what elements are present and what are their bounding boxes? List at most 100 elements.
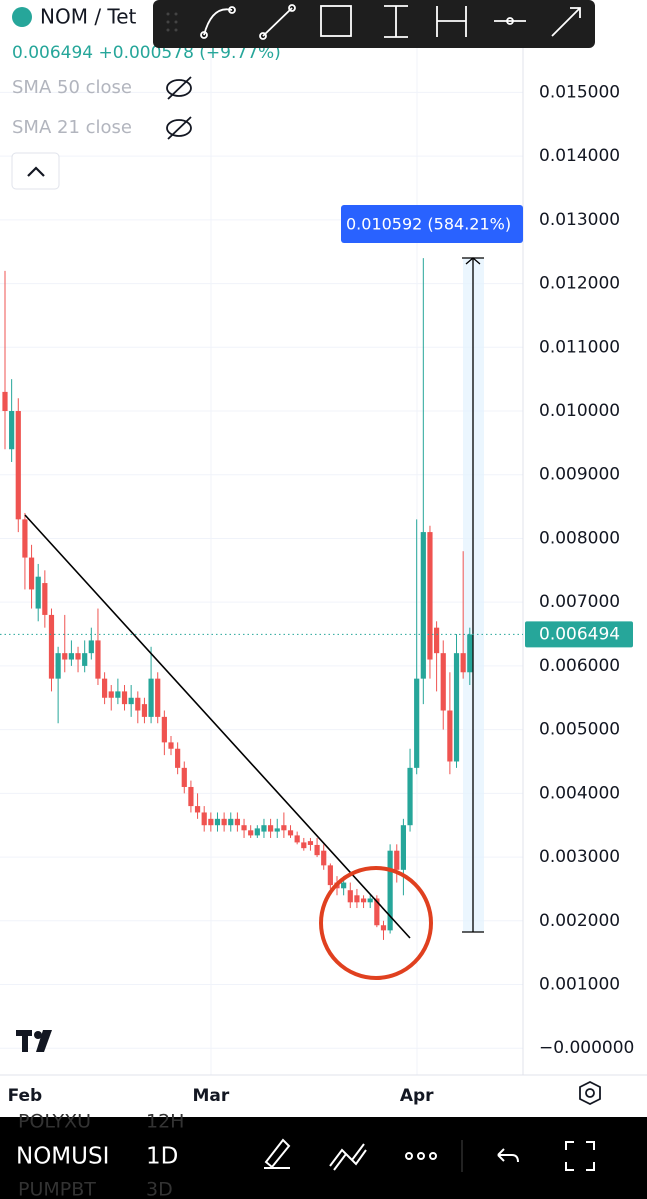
- y-tick-label: 0.008000: [539, 528, 620, 548]
- candle-body: [414, 678, 420, 768]
- candle-body: [420, 532, 426, 679]
- measure-label-box: [341, 205, 523, 243]
- candle-body: [367, 898, 373, 903]
- y-tick-label: 0.014000: [539, 146, 620, 166]
- y-tick-label: −0.000000: [539, 1038, 634, 1058]
- candle-body: [55, 653, 61, 679]
- candle-body: [360, 898, 367, 903]
- candles: [2, 258, 473, 940]
- candle-body: [261, 825, 267, 832]
- candle-body: [427, 532, 433, 660]
- watch-symbol: POLYXU: [18, 1111, 91, 1133]
- candle-body: [35, 576, 41, 609]
- y-tick-label: 0.010000: [539, 401, 620, 421]
- candle-body: [281, 825, 287, 831]
- candle-body: [327, 865, 333, 886]
- candle-body: [48, 614, 55, 679]
- hide-icons: [166, 76, 192, 140]
- y-tick-label: 0.002000: [539, 911, 620, 931]
- candle-body: [453, 653, 460, 762]
- candle-body: [208, 818, 214, 826]
- candle-body: [307, 841, 314, 845]
- y-tick-label: 0.009000: [539, 465, 620, 485]
- candle-body: [88, 640, 94, 654]
- settings-icon[interactable]: [579, 1080, 601, 1106]
- indicator: SMA 21 close: [12, 117, 132, 138]
- candle-body: [188, 786, 194, 807]
- candle-body: [341, 882, 347, 889]
- candle-body: [234, 818, 240, 826]
- candle-body: [95, 640, 101, 679]
- y-tick-label: 0.015000: [539, 82, 620, 102]
- symbol: NOM / Tet: [40, 5, 137, 29]
- candle-body: [387, 850, 393, 931]
- watch-interval: 3D: [146, 1179, 173, 1199]
- collapse-button[interactable]: [11, 152, 60, 190]
- candle-body: [155, 678, 161, 717]
- candle-body: [194, 806, 201, 813]
- highlight-circle: [319, 866, 433, 980]
- watch-symbol: PUMPBT: [18, 1179, 96, 1199]
- candle-body: [287, 830, 294, 836]
- candle-body: [294, 835, 300, 843]
- candle-body: [274, 828, 280, 832]
- candle-body: [314, 844, 320, 856]
- candle-body: [161, 716, 167, 743]
- y-tick-label: 0.011000: [539, 337, 620, 357]
- candle-body: [181, 767, 187, 787]
- candle-body: [354, 895, 360, 903]
- candle-body: [28, 557, 35, 590]
- settings-icon-dot: [585, 1088, 595, 1098]
- candle-body: [254, 828, 260, 836]
- candle-body: [75, 653, 81, 660]
- candle-body: [380, 925, 387, 931]
- y-tick-label: 0.006000: [539, 656, 620, 676]
- candle-body: [241, 825, 247, 831]
- candle-body: [460, 653, 466, 673]
- drawing-toolbar: [153, 0, 595, 48]
- candle-body: [9, 411, 15, 450]
- candle-body: [115, 691, 121, 698]
- candle-body: [434, 627, 440, 654]
- candle-body: [22, 519, 28, 558]
- candle-body: [168, 742, 174, 749]
- x-tick-label: Feb: [8, 1086, 43, 1106]
- last-price-box: [525, 621, 633, 648]
- candle-body: [128, 697, 134, 705]
- candle-body: [268, 825, 274, 832]
- bottom-symbol[interactable]: NOMUSI: [16, 1144, 109, 1170]
- bottom-interval[interactable]: 1D: [146, 1144, 178, 1170]
- candle-body: [2, 391, 8, 412]
- candle-body: [221, 818, 227, 826]
- last-price-label: 0.006494: [539, 624, 620, 644]
- candle-body: [301, 842, 307, 849]
- candle-body: [175, 748, 181, 768]
- candle-body: [374, 898, 380, 926]
- candle-body: [42, 583, 48, 615]
- measure-label: 0.010592 (584.21%): [346, 215, 511, 234]
- candle-body: [108, 691, 114, 698]
- candle-body: [148, 678, 154, 717]
- candle-body: [201, 812, 207, 826]
- bottom-icons[interactable]: [264, 1138, 595, 1171]
- trend-line: [24, 514, 411, 939]
- chevron: [27, 166, 45, 177]
- y-tick-label: 0.005000: [539, 720, 620, 740]
- candle-body: [228, 818, 234, 826]
- y-tick-label: 0.004000: [539, 783, 620, 803]
- y-tick-label: 0.013000: [539, 210, 620, 230]
- candle-body: [447, 710, 453, 762]
- grip: [166, 12, 178, 32]
- y-tick-label: 0.003000: [539, 847, 620, 867]
- watch-interval: 12H: [146, 1111, 184, 1133]
- x-tick-label: Mar: [192, 1086, 229, 1106]
- candle-body: [68, 653, 74, 660]
- x-tick-label: Apr: [400, 1086, 434, 1106]
- symbol-icon: [12, 7, 32, 27]
- candle-body: [248, 830, 254, 836]
- candle-body: [440, 653, 446, 711]
- tv-logo: [16, 1030, 52, 1052]
- candle-body: [141, 704, 148, 717]
- toolbar-icons[interactable]: [200, 4, 581, 40]
